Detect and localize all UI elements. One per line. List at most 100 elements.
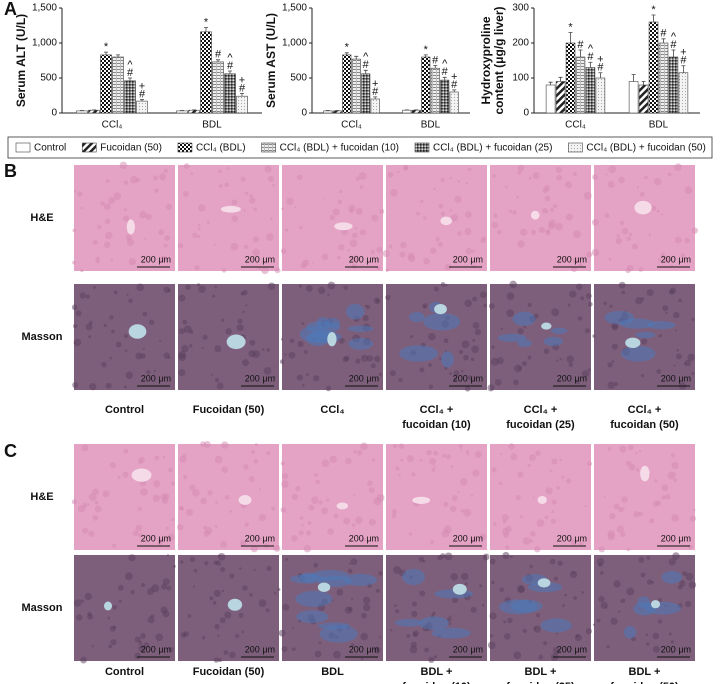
column-label: CCl₄	[320, 404, 344, 416]
texture	[352, 255, 360, 263]
texture	[683, 362, 687, 366]
texture	[616, 525, 624, 533]
texture	[252, 248, 260, 256]
column-label: CCl₄ +	[628, 404, 662, 416]
texture	[423, 216, 427, 220]
texture	[182, 190, 189, 197]
texture	[543, 348, 550, 355]
texture	[267, 175, 274, 182]
texture	[438, 203, 444, 209]
texture	[280, 461, 285, 466]
texture	[645, 633, 648, 637]
vessel	[434, 303, 447, 315]
texture	[496, 357, 504, 365]
texture	[182, 319, 188, 325]
texture	[244, 522, 250, 527]
texture	[661, 213, 664, 216]
texture	[355, 516, 363, 525]
texture	[457, 231, 462, 236]
texture	[592, 334, 596, 338]
texture	[399, 251, 406, 258]
texture	[529, 539, 534, 543]
texture	[529, 454, 536, 462]
micrograph	[177, 163, 281, 275]
texture	[548, 223, 555, 230]
fibrosis	[497, 333, 527, 342]
texture	[613, 503, 620, 510]
texture	[529, 564, 534, 569]
texture	[185, 508, 194, 516]
texture	[385, 294, 391, 301]
texture	[555, 632, 558, 635]
texture	[189, 484, 196, 491]
texture	[291, 626, 294, 629]
texture	[502, 551, 510, 559]
texture	[128, 257, 137, 266]
scale-bar-label: 200 μm	[245, 373, 275, 383]
texture	[596, 618, 601, 623]
texture	[566, 355, 574, 363]
texture	[119, 161, 128, 170]
texture	[141, 582, 146, 588]
legend-swatch	[15, 142, 31, 153]
texture	[267, 282, 276, 290]
legend-label: CCl₄ (BDL) + fucoidan (25)	[433, 143, 552, 154]
texture	[128, 298, 133, 304]
texture	[158, 229, 165, 236]
texture	[460, 509, 464, 513]
texture	[430, 247, 437, 254]
texture	[379, 636, 382, 639]
bar	[176, 110, 188, 114]
significance-marker: ^	[671, 31, 677, 43]
texture	[470, 537, 477, 544]
texture	[362, 315, 369, 322]
texture	[362, 596, 371, 605]
texture	[102, 490, 110, 498]
texture	[80, 206, 84, 210]
texture	[296, 374, 304, 381]
texture	[685, 601, 692, 608]
texture	[444, 283, 448, 287]
texture	[333, 650, 341, 659]
texture	[615, 237, 623, 245]
texture	[479, 533, 487, 541]
texture	[91, 645, 94, 648]
y-tick-label: 1,000	[282, 38, 307, 49]
texture	[353, 450, 357, 454]
vessel	[227, 598, 243, 611]
texture	[557, 560, 563, 567]
texture	[77, 191, 83, 197]
texture	[513, 379, 519, 386]
texture	[419, 590, 426, 597]
texture	[221, 589, 225, 593]
texture	[538, 227, 546, 234]
texture	[606, 645, 610, 649]
scale-bar-label: 200 μm	[245, 254, 275, 264]
texture	[253, 459, 259, 464]
texture	[71, 499, 77, 505]
texture	[611, 343, 618, 350]
column-label: BDL +	[525, 666, 557, 678]
error-bar	[128, 77, 132, 81]
texture	[450, 465, 454, 468]
texture	[412, 630, 419, 637]
y-tick-label: 1,500	[32, 3, 57, 14]
texture	[273, 545, 281, 552]
texture	[134, 636, 141, 643]
x-tick-label: BDL	[202, 120, 222, 131]
texture	[167, 288, 171, 292]
texture	[587, 461, 593, 467]
texture	[329, 455, 337, 463]
texture	[674, 163, 682, 171]
texture	[242, 585, 248, 591]
texture	[200, 497, 207, 505]
texture	[288, 351, 296, 359]
significance-marker: #	[451, 79, 458, 91]
scale-bar-label: 200 μm	[557, 533, 587, 543]
texture	[675, 353, 682, 360]
texture	[162, 610, 170, 618]
texture	[135, 352, 143, 360]
texture	[520, 228, 528, 236]
y-tick-label: 200	[512, 38, 529, 49]
texture	[395, 609, 400, 614]
